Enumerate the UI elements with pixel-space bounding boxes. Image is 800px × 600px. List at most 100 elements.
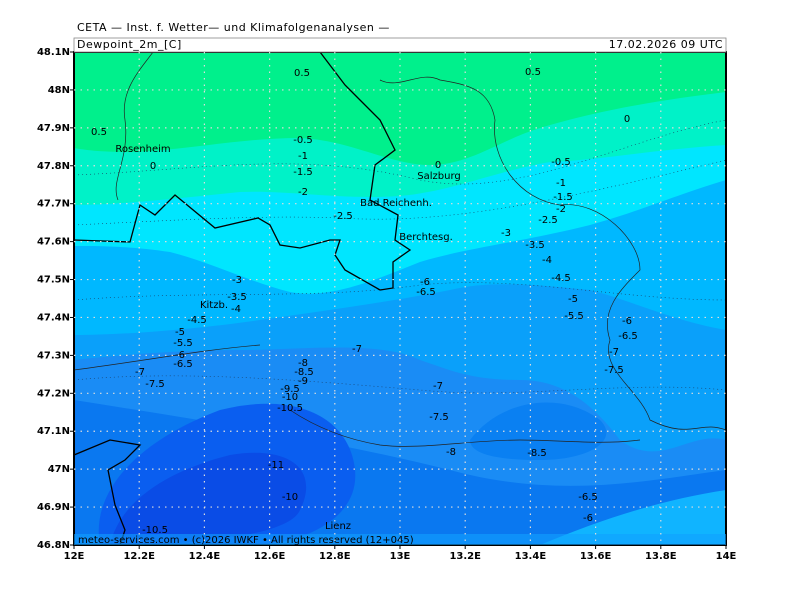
contour-label: -6.5 (173, 359, 193, 370)
band (74, 52, 726, 165)
contour-label: -3.5 (525, 240, 545, 251)
contour-label: -7 (352, 344, 362, 355)
contour-label: -8 (298, 358, 308, 369)
contour-label: -3.5 (227, 292, 247, 303)
lat-label: 47.7N (37, 199, 70, 210)
lat-label: 47.9N (37, 123, 70, 134)
lon-label: 14E (716, 551, 737, 562)
contour-label: -4 (542, 255, 552, 266)
contour-label: -4.5 (187, 315, 207, 326)
lat-label: 47N (48, 464, 70, 475)
contour-label: -6 (622, 316, 632, 327)
contour-label: -9 (298, 376, 308, 387)
lat-label: 46.9N (37, 502, 70, 513)
place-name: Kitzb. (200, 300, 228, 311)
contour-label: -8.5 (527, 448, 547, 459)
lon-label: 13.6E (580, 551, 612, 562)
lat-label: 47.3N (37, 350, 70, 361)
lon-label: 13E (390, 551, 411, 562)
contour-label: -3 (232, 275, 242, 286)
country-border (74, 52, 412, 291)
lon-label: 12E (64, 551, 85, 562)
contour-label: -10.5 (277, 403, 303, 414)
contour-label: -5 (175, 327, 185, 338)
place-name: Bad Reichenh. (360, 198, 432, 209)
footer: meteo-services.com • (c)2026 IWKF • All … (78, 535, 414, 546)
contour-label: -6.5 (578, 492, 598, 503)
country-border (74, 439, 142, 545)
contour-label: -8.5 (294, 367, 314, 378)
contour-label: -0.5 (293, 135, 313, 146)
contour-label: -6.5 (416, 287, 436, 298)
band (470, 402, 607, 460)
contour-label: -1.5 (553, 192, 573, 203)
contour-label: -11 (268, 460, 284, 471)
lat-label: 47.5N (37, 275, 70, 286)
contour-label: -2.5 (538, 215, 558, 226)
lat-label: 47.8N (37, 161, 70, 172)
isoline (74, 159, 726, 226)
contour-label: -8 (446, 447, 456, 458)
contour-label: -2 (556, 204, 566, 215)
contour-label: -7 (135, 367, 145, 378)
contour-label: -7.5 (429, 412, 449, 423)
contour-label: -1.5 (293, 167, 313, 178)
title: CETA — Inst. f. Wetter— und Klimafolgena… (77, 21, 390, 34)
contour-label: -6 (175, 350, 185, 361)
field (74, 52, 726, 545)
band (540, 490, 726, 545)
contour-label: -5.5 (173, 338, 193, 349)
contour-label: -5 (568, 294, 578, 305)
contour-label: -6 (420, 277, 430, 288)
contour-label: -7 (433, 381, 443, 392)
contour-label: -9.5 (280, 384, 300, 395)
lon-label: 13.8E (645, 551, 677, 562)
place-name: Lienz (325, 521, 351, 532)
contour-label: -1 (298, 151, 308, 162)
contour-label: -2 (298, 187, 308, 198)
contour-label: -3 (501, 228, 511, 239)
lat-label: 47.4N (37, 312, 70, 323)
valid-time: 17.02.2026 09 UTC (609, 38, 723, 51)
lat-label: 47.2N (37, 388, 70, 399)
contour-label: -6.5 (618, 331, 638, 342)
contour-label: -7.5 (145, 379, 165, 390)
place-name: Rosenheim (115, 144, 170, 155)
contour-label: 0 (150, 161, 156, 172)
place-name: Salzburg (417, 171, 460, 182)
variable: Dewpoint_2m_[C] (77, 38, 182, 51)
lon-label: 12.6E (254, 551, 286, 562)
contour-label: -4 (231, 304, 241, 315)
contour-label: 0.5 (91, 127, 107, 138)
contour-label: -2.5 (333, 211, 353, 222)
contour-label: 0.5 (294, 68, 310, 79)
contour-label: -7.5 (604, 365, 624, 376)
contour-label: -4.5 (551, 273, 571, 284)
contour-label: -10 (282, 492, 298, 503)
lat-label: 46.8N (37, 540, 70, 551)
contour-label: -7 (609, 347, 619, 358)
lat-label: 48N (48, 85, 70, 96)
place-name: Berchtesg. (399, 232, 453, 243)
lon-label: 13.2E (449, 551, 481, 562)
lon-label: 12.8E (319, 551, 351, 562)
river (115, 52, 154, 201)
lon-label: 13.4E (515, 551, 547, 562)
lat-label: 48.1N (37, 47, 70, 58)
contour-label: -6 (583, 513, 593, 524)
lon-label: 12.4E (189, 551, 221, 562)
contour-label: 0 (435, 160, 441, 171)
lon-label: 12.2E (123, 551, 155, 562)
contour-label: -5.5 (564, 311, 584, 322)
lat-label: 47.6N (37, 237, 70, 248)
band (110, 452, 307, 545)
lat-label: 47.1N (37, 426, 70, 437)
contour-label: -10 (282, 392, 298, 403)
contour-label: -10.5 (142, 525, 168, 536)
contour-label: -0.5 (551, 157, 571, 168)
contour-label: -1 (556, 178, 566, 189)
region-border (379, 76, 726, 431)
contour-label: 0.5 (525, 67, 541, 78)
